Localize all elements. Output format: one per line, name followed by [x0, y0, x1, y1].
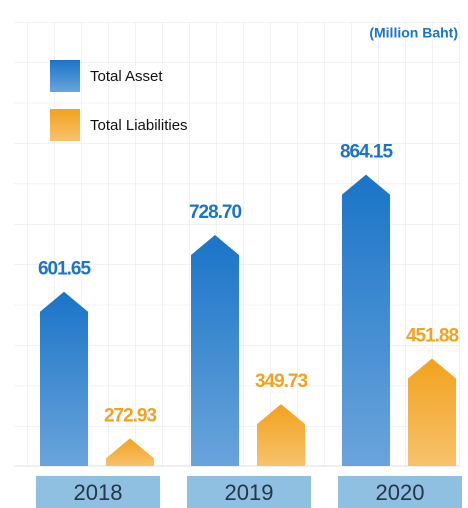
legend-swatch-shine — [50, 60, 80, 92]
category-box — [36, 476, 160, 508]
bar-shine — [342, 174, 390, 466]
x-tick-label: 2019 — [225, 480, 274, 505]
value-label: 349.73 — [255, 371, 308, 392]
value-label: 601.65 — [38, 259, 92, 280]
bar-shine — [40, 291, 88, 466]
value-label: 728.70 — [189, 202, 242, 223]
bar-shine — [106, 438, 154, 466]
legend-swatch-shine — [50, 109, 80, 141]
category-box — [338, 476, 462, 508]
x-tick-label: 2018 — [74, 480, 123, 505]
value-label: 451.88 — [406, 326, 459, 347]
bar-shine — [191, 235, 239, 466]
value-label: 864.15 — [340, 142, 394, 163]
category-box — [187, 476, 311, 508]
x-tick-label: 2020 — [376, 480, 425, 505]
unit-label: (Million Baht) — [369, 25, 458, 41]
bar-shine — [408, 358, 456, 466]
value-label: 272.93 — [104, 405, 157, 426]
legend-label: Total Asset — [90, 68, 163, 85]
bar-shine — [257, 404, 305, 466]
legend-label: Total Liabilities — [90, 117, 188, 134]
